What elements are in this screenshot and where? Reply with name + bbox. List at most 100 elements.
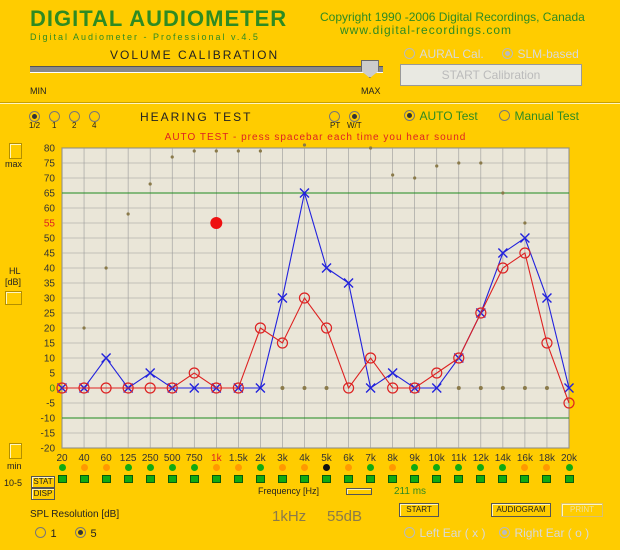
audiogram-button[interactable]: AUDIOGRAM [491,503,551,517]
frequency-toggle-square[interactable] [211,475,221,483]
manual-test-option[interactable]: Manual Test [499,107,579,125]
speed-radio-4[interactable] [89,111,100,123]
speed-radio-1[interactable] [49,111,60,123]
spl-option-5[interactable]: 5 [75,524,97,542]
max-level-button[interactable] [9,143,22,159]
x-tick-label: 6k [343,453,355,464]
indicator-led [499,464,507,471]
frequency-toggle-square[interactable] [299,475,309,483]
right-ear-marker [166,382,178,394]
frequency-toggle-square[interactable] [167,475,177,483]
spl-radio-5[interactable] [75,527,86,539]
left-ear-marker [101,353,112,363]
start-test-button[interactable]: START [399,503,439,517]
frequency-toggle-square[interactable] [233,475,243,483]
frequency-toggle-square[interactable] [432,475,442,483]
reference-dot [104,266,108,270]
y-tick-label: -5 [46,399,55,410]
speed-option-2[interactable] [69,108,80,126]
indicator-led [367,464,375,471]
x-tick-label: 60 [101,453,113,464]
left-ear-radio[interactable] [404,527,415,539]
x-tick-label: 11k [451,453,467,464]
aural-cal-radio[interactable] [404,48,415,60]
auto-test-option[interactable]: AUTO Test [404,107,478,125]
pt-radio[interactable] [329,111,340,123]
frequency-toggle-square[interactable] [255,475,265,483]
frequency-toggle-square[interactable] [189,475,199,483]
disp-button[interactable]: DISP [31,488,55,500]
frequency-toggle-square[interactable] [101,475,111,483]
hl-level-button[interactable] [5,291,22,305]
frequency-toggle-square[interactable] [57,475,67,483]
slm-based-option[interactable]: SLM-based [502,45,579,63]
frequency-toggle-square[interactable] [542,475,552,483]
y-tick-label: 30 [44,294,56,305]
right-ear-marker [298,292,311,304]
slm-based-label: SLM-based [517,47,579,61]
speed-radio-2[interactable] [69,111,80,123]
frequency-toggle-square[interactable] [344,475,354,483]
frequency-toggle-square[interactable] [145,475,155,483]
speed-option-1[interactable] [49,108,60,126]
left-ear-marker [387,368,398,378]
aural-cal-option[interactable]: AURAL Cal. [404,45,484,63]
frequency-toggle-square[interactable] [79,475,89,483]
speed-option-half[interactable] [29,108,40,126]
indicator-led [234,464,242,471]
reference-dot [214,149,218,153]
speed-radio-half[interactable] [29,111,40,123]
y-tick-label: 40 [44,264,56,275]
right-ear-option[interactable]: Right Ear ( o ) [499,524,589,542]
x-tick-label: 1k [211,453,223,464]
frequency-toggle-square[interactable] [277,475,287,483]
reference-dot [170,155,174,159]
hearing-test-title: HEARING TEST [140,110,253,124]
frequency-toggle-square[interactable] [366,475,376,483]
x-tick-label: 10k [429,453,446,464]
x-tick-label: 2k [255,453,267,464]
left-ear-marker [255,383,266,393]
right-ear-radio[interactable] [499,527,510,539]
frequency-toggle-square[interactable] [388,475,398,483]
x-tick-label: 7k [365,453,377,464]
manual-test-radio[interactable] [499,110,510,122]
volume-slider-track[interactable] [30,66,383,73]
spl-radio-1[interactable] [35,527,46,539]
volume-slider-thumb[interactable] [360,60,379,78]
wt-radio[interactable] [349,111,360,123]
indicator-led [345,464,353,471]
auto-test-label: AUTO Test [419,109,478,123]
start-calibration-button[interactable]: START Calibration [400,64,582,86]
auto-test-radio[interactable] [404,110,415,122]
y-tick-label: 65 [44,189,56,200]
right-ear-marker [387,382,399,394]
frequency-toggle-square[interactable] [520,475,530,483]
y-tick-label: 45 [44,249,56,260]
pt-option[interactable] [329,108,340,126]
speed-option-4[interactable] [89,108,100,126]
frequency-toggle-square[interactable] [410,475,420,483]
stat-button[interactable]: STAT [31,476,55,488]
print-button[interactable]: PRINT [561,503,603,517]
frequency-toggle-square[interactable] [454,475,464,483]
right-ear-marker [122,382,134,394]
left-ear-option[interactable]: Left Ear ( x ) [404,524,485,542]
frequency-toggle-square[interactable] [322,475,332,483]
frequency-toggle-square[interactable] [123,475,133,483]
slm-based-radio[interactable] [502,48,513,60]
indicator-led [433,464,441,471]
frequency-toggle-square[interactable] [476,475,486,483]
reference-dot [82,326,86,330]
reference-dot [479,161,483,165]
tone-duration-slider[interactable] [346,488,372,495]
wt-option[interactable] [349,108,360,126]
spl-option-1[interactable]: 1 [35,524,57,542]
right-ear-marker [497,262,509,274]
min-level-button[interactable] [9,443,22,459]
frequency-toggle-square[interactable] [498,475,508,483]
indicator-led [389,464,397,471]
manual-test-label: Manual Test [514,109,579,123]
frequency-toggle-square[interactable] [564,475,574,483]
